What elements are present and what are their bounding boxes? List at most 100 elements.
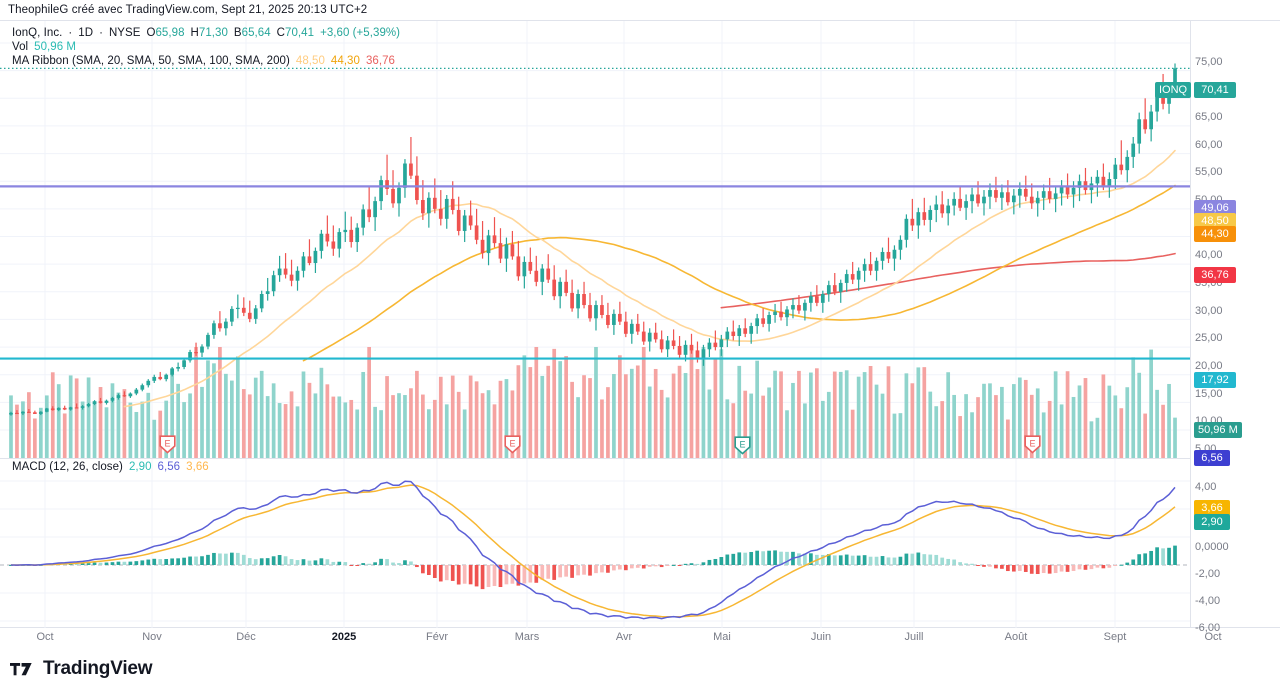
sma-20-line xyxy=(123,149,1176,408)
legend-sep-1: · xyxy=(68,27,73,39)
ma-ribbon-value-1: 48,50 xyxy=(295,55,325,67)
earnings-marker[interactable]: E xyxy=(504,435,521,454)
svg-text:E: E xyxy=(509,438,515,448)
legend-exchange: NYSE xyxy=(108,27,141,39)
price-tick-9: 30,00 xyxy=(1195,305,1223,317)
macd-line-value: 6,56 xyxy=(157,461,181,473)
sma-50-line xyxy=(302,184,1176,362)
macd-chart-canvas xyxy=(0,459,1190,628)
ma-ribbon-value-3: 36,76 xyxy=(365,55,395,67)
volume-bars xyxy=(9,347,1177,458)
earnings-marker[interactable]: E xyxy=(734,436,751,455)
legend-low-label: B xyxy=(233,27,242,39)
svg-text:E: E xyxy=(739,439,745,449)
hline-cyan-price-pill[interactable]: 17,92 xyxy=(1194,372,1236,388)
legend-close-value: 70,41 xyxy=(285,27,315,39)
macd-label: MACD (12, 26, close) xyxy=(12,461,123,473)
macd-signal-value: 3,66 xyxy=(186,461,209,473)
hline-purple-price-pill[interactable]: 49,06 xyxy=(1194,200,1236,216)
time-tick-1: Nov xyxy=(142,631,162,643)
earnings-marker[interactable]: E xyxy=(1024,435,1041,454)
price-tick-10: 25,00 xyxy=(1195,332,1223,344)
legend-change: +3,60 (+5,39%) xyxy=(320,27,401,39)
time-tick-11: Sept xyxy=(1103,631,1127,643)
volume-label: Vol xyxy=(12,41,29,53)
time-tick-6: Avr xyxy=(615,631,633,643)
price-tick-0: 75,00 xyxy=(1195,56,1223,68)
main-price-pane[interactable] xyxy=(0,21,1190,458)
ma-ribbon-label: MA Ribbon (SMA, 20, SMA, 50, SMA, 100, S… xyxy=(12,55,290,67)
time-tick-10: Août xyxy=(1004,631,1028,643)
volume-legend[interactable]: Vol 50,96 M xyxy=(12,40,76,55)
attribution-text: TheophileG créé avec TradingView.com, Se… xyxy=(8,4,368,16)
tradingview-footer: TradingView xyxy=(10,658,153,680)
macd-tick-1: 4,00 xyxy=(1195,481,1217,493)
price-tick-3: 60,00 xyxy=(1195,139,1223,151)
sma-200-line xyxy=(720,252,1176,309)
svg-text:E: E xyxy=(1029,438,1035,448)
time-tick-9: Juill xyxy=(904,631,924,643)
price-chart-canvas xyxy=(0,21,1190,458)
legend-interval[interactable]: 1D xyxy=(78,27,94,39)
legend-open-label: O xyxy=(146,27,156,39)
sma20-price-pill[interactable]: 48,50 xyxy=(1194,213,1236,229)
symbol-badge: IONQ xyxy=(1155,82,1192,98)
earnings-shield-icon: E xyxy=(159,435,176,454)
histogram-value-pill[interactable]: 2,90 xyxy=(1194,514,1230,530)
pane-divider xyxy=(0,458,1190,459)
ma-ribbon-value-2: 44,30 xyxy=(330,55,360,67)
volume-value: 50,96 M xyxy=(34,41,77,53)
earnings-marker[interactable]: E xyxy=(159,435,176,454)
chart-frame xyxy=(0,20,1280,628)
price-tick-4: 55,00 xyxy=(1195,166,1223,178)
earnings-shield-icon: E xyxy=(734,436,751,455)
sma200-price-pill[interactable]: 36,76 xyxy=(1194,267,1236,283)
time-tick-3: 2025 xyxy=(331,631,357,643)
candlestick-series xyxy=(9,63,1177,416)
macd-tick-5: -4,00 xyxy=(1195,595,1221,607)
time-tick-7: Mai xyxy=(713,631,731,643)
svg-text:E: E xyxy=(164,438,170,448)
time-axis[interactable]: Oct Nov Déc 2025 Févr Mars Avr Mai Juin Juill Août… xyxy=(0,628,1280,652)
legend-high-value: 71,30 xyxy=(198,27,228,39)
price-tick-2: 65,00 xyxy=(1195,111,1223,123)
legend-sep-2: · xyxy=(99,27,103,39)
time-tick-5: Mars xyxy=(514,631,540,643)
legend-open-value: 65,98 xyxy=(155,27,185,39)
earnings-shield-icon: E xyxy=(504,435,521,454)
time-tick-2: Déc xyxy=(236,631,256,643)
legend-low-value: 65,64 xyxy=(241,27,271,39)
price-axis[interactable]: 75,0070,0065,0060,0055,0050,0045,0040,00… xyxy=(1155,20,1280,455)
symbol-legend[interactable]: IonQ, Inc. · 1D · NYSE O65,98 H71,30 B65,64 C70,… xyxy=(12,26,400,41)
macd-histogram xyxy=(9,545,1177,590)
ma-ribbon-legend[interactable]: MA Ribbon (SMA, 20, SMA, 50, SMA, 100, S… xyxy=(12,54,395,69)
macd-tick-3: 0,0000 xyxy=(1195,541,1229,553)
macd-legend[interactable]: MACD (12, 26, close) 2,90 6,56 3,66 xyxy=(12,460,209,475)
macd-line xyxy=(10,480,1176,620)
tradingview-logo-icon xyxy=(10,662,32,675)
tradingview-wordmark: TradingView xyxy=(43,658,153,679)
time-tick-12: Oct xyxy=(1204,631,1222,643)
last-price-pill[interactable]: 70,41 xyxy=(1194,82,1236,98)
earnings-shield-icon: E xyxy=(1024,435,1041,454)
signal-line-value-pill[interactable]: 3,66 xyxy=(1194,500,1230,516)
time-tick-8: Juin xyxy=(810,631,832,643)
macd-tick-4: -2,00 xyxy=(1195,568,1221,580)
legend-symbol-name[interactable]: IonQ, Inc. xyxy=(12,27,63,39)
axis-divider xyxy=(1190,21,1191,628)
sma50-price-pill[interactable]: 44,30 xyxy=(1194,226,1236,242)
macd-tick-6: -6,00 xyxy=(1195,622,1221,634)
legend-close-label: C xyxy=(276,27,286,39)
price-tick-11: 20,00 xyxy=(1195,360,1223,372)
macd-histogram-value: 2,90 xyxy=(128,461,152,473)
macd-pane[interactable] xyxy=(0,459,1190,628)
volume-value-pill[interactable]: 50,96 M xyxy=(1194,422,1242,438)
legend-high-label: H xyxy=(190,27,199,39)
macd-signal-line xyxy=(11,484,1176,618)
macd-line-value-pill[interactable]: 6,56 xyxy=(1194,450,1230,466)
macd-axis[interactable]: 6,004,002,000,0000-2,00-4,00-6,006,563,6… xyxy=(1191,438,1280,634)
time-tick-0: Oct xyxy=(36,631,54,643)
price-tick-7: 40,00 xyxy=(1195,249,1223,261)
time-tick-4: Févr xyxy=(426,631,448,643)
